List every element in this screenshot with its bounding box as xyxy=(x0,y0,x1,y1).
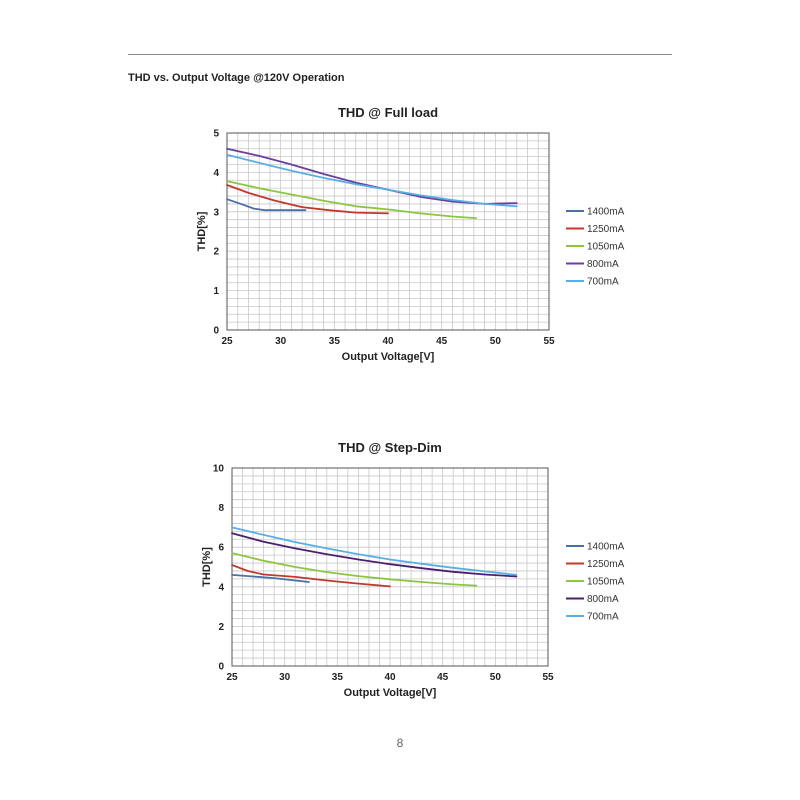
y-tick-label: 0 xyxy=(213,326,219,337)
y-axis-label: THD[%] xyxy=(201,547,213,587)
y-tick-label: 6 xyxy=(218,543,224,554)
x-tick-label: 50 xyxy=(490,672,502,683)
x-tick-label: 35 xyxy=(329,336,341,347)
y-tick-label: 2 xyxy=(218,622,224,633)
x-tick-label: 40 xyxy=(382,336,394,347)
legend-label-1050ma: 1050mA xyxy=(587,242,625,253)
x-tick-label: 30 xyxy=(279,672,291,683)
series-line-1400ma xyxy=(231,573,310,583)
y-tick-label: 8 xyxy=(218,503,224,514)
legend-label-700ma: 700mA xyxy=(587,612,619,623)
y-tick-label: 4 xyxy=(218,582,224,593)
y-tick-label: 3 xyxy=(213,207,219,218)
series-line-1050ma xyxy=(226,180,477,219)
legend-label-800ma: 800mA xyxy=(587,259,619,270)
legend-label-1250ma: 1250mA xyxy=(587,559,625,570)
y-tick-label: 0 xyxy=(218,662,224,673)
top-rule xyxy=(128,54,672,55)
x-tick-label: 30 xyxy=(275,336,287,347)
legend-label-1400ma: 1400mA xyxy=(587,207,625,218)
legend-label-1050ma: 1050mA xyxy=(587,577,625,588)
thd-full-load-chart: THD @ Full load 25 30 35 40 45 50 55 0 1 2 3 4 5 Outpu… xyxy=(0,96,800,386)
x-tick-label: 50 xyxy=(490,336,502,347)
y-tick-label: 4 xyxy=(213,168,219,179)
x-tick-label: 45 xyxy=(436,336,448,347)
x-axis-label: Output Voltage[V] xyxy=(342,351,435,363)
x-tick-label: 55 xyxy=(543,336,555,347)
series-line-1050ma xyxy=(231,552,478,587)
series-line-1400ma xyxy=(226,198,307,212)
x-tick-label: 55 xyxy=(542,672,554,683)
y-tick-label: 10 xyxy=(213,464,225,475)
chart-title: THD @ Full load xyxy=(338,105,438,120)
plot-frame xyxy=(226,132,550,331)
legend: 1400mA 1250mA 1050mA 800mA 700mA xyxy=(566,207,625,288)
legend-label-1250ma: 1250mA xyxy=(587,224,625,235)
series-lines xyxy=(231,526,518,588)
thd-step-dim-svg: THD @ Step-Dim 25 30 35 40 45 50 55 0 2 4 6 8 10 Outpu… xyxy=(201,440,625,699)
grid xyxy=(227,133,549,330)
y-axis-label: THD[%] xyxy=(196,211,208,251)
legend-label-800ma: 800mA xyxy=(587,594,619,605)
series-line-700ma xyxy=(226,153,518,208)
section-title: THD vs. Output Voltage @120V Operation xyxy=(128,72,345,84)
series-lines xyxy=(226,147,518,219)
x-tick-label: 45 xyxy=(437,672,449,683)
series-line-1250ma xyxy=(226,184,389,215)
y-tick-label: 5 xyxy=(213,129,219,140)
chart-title: THD @ Step-Dim xyxy=(338,440,442,455)
x-tick-label: 25 xyxy=(221,336,233,347)
legend-label-1400ma: 1400mA xyxy=(587,542,625,553)
y-tick-label: 2 xyxy=(213,247,219,258)
series-line-700ma xyxy=(231,526,518,576)
series-line-800ma xyxy=(231,532,518,578)
x-tick-label: 25 xyxy=(226,672,238,683)
grid xyxy=(232,468,548,666)
x-tick-label: 35 xyxy=(332,672,344,683)
y-tick-label: 1 xyxy=(213,286,219,297)
x-tick-label: 40 xyxy=(384,672,396,683)
page-number: 8 xyxy=(396,736,404,750)
legend-label-700ma: 700mA xyxy=(587,277,619,288)
series-line-1250ma xyxy=(231,564,391,588)
legend: 1400mA 1250mA 1050mA 800mA 700mA xyxy=(566,542,625,623)
thd-step-dim-chart: THD @ Step-Dim 25 30 35 40 45 50 55 0 2 4 6 8 10 Outpu… xyxy=(0,432,800,722)
x-axis-label: Output Voltage[V] xyxy=(344,687,437,699)
plot-frame xyxy=(231,467,549,667)
